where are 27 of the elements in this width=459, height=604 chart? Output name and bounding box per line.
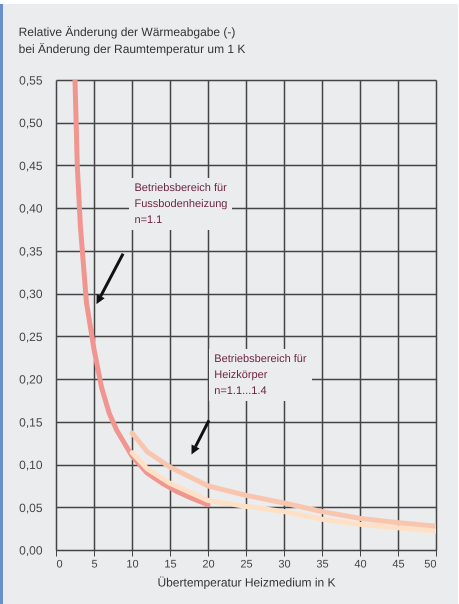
y-tick-label: 0,00 bbox=[19, 544, 43, 558]
x-tick-label: 40 bbox=[354, 558, 367, 570]
x-tick-label: 45 bbox=[392, 558, 405, 570]
x-tick-label: 35 bbox=[316, 558, 329, 570]
y-tick-label: 0,35 bbox=[19, 244, 43, 258]
x-tick-label: 25 bbox=[240, 558, 253, 570]
y-tick-label: 0,10 bbox=[19, 458, 43, 472]
x-tick-label: 15 bbox=[164, 558, 177, 570]
x-tick-label: 0 bbox=[56, 558, 63, 570]
y-tick-label: 0,30 bbox=[19, 287, 43, 302]
y-tick-label: 0,55 bbox=[19, 74, 43, 88]
y-tick-label: 0,50 bbox=[19, 116, 43, 130]
annotation: Betriebsbereich für Heizkörper n=1.1...1.4 bbox=[209, 348, 312, 401]
x-tick-label: 30 bbox=[278, 558, 291, 570]
y-tick-label: 0,25 bbox=[19, 330, 43, 344]
x-tick-label: 20 bbox=[202, 558, 215, 570]
x-axis-title: Übertemperatur Heizmedium in K bbox=[157, 576, 336, 590]
x-tick-label: 5 bbox=[91, 558, 98, 570]
x-tick-label: 10 bbox=[126, 558, 139, 570]
annotation: Betriebsbereich für Fussbodenheizung n=1.1 bbox=[129, 178, 232, 230]
y-tick-label: 0,40 bbox=[19, 202, 43, 216]
chart-title: Relative Änderung der Wärmeabgabe (-) bei Änderung der Raumtemperatur um 1 K bbox=[18, 25, 246, 56]
y-tick-label: 0,45 bbox=[19, 158, 43, 173]
y-tick-label: 0,05 bbox=[19, 500, 43, 515]
x-tick-label: 50 bbox=[424, 558, 436, 570]
y-tick-label: 0,20 bbox=[19, 372, 43, 387]
y-tick-label: 0,15 bbox=[19, 415, 43, 430]
